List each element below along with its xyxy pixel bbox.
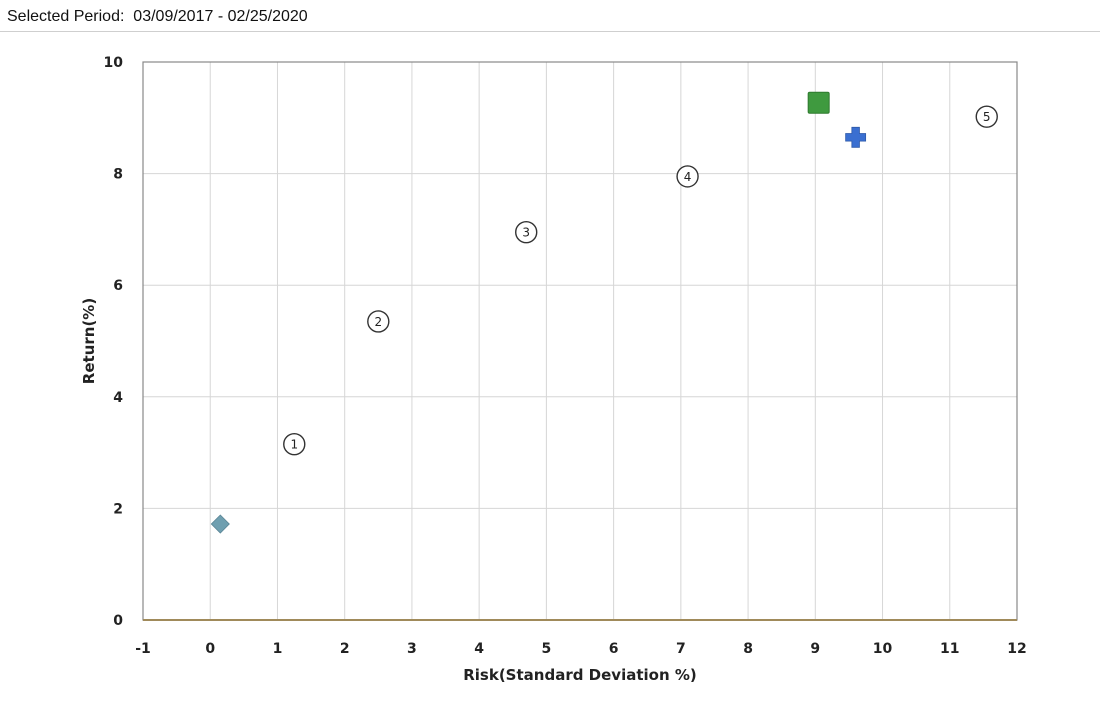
numbered-point-5: 5 [975, 105, 998, 128]
grid-layer [143, 62, 1017, 620]
point-circle [367, 310, 390, 333]
x-tick-label: 11 [940, 641, 959, 657]
selected-period-text: Selected Period: 03/09/2017 - 02/25/2020 [7, 8, 308, 26]
data-points: 1 2 3 4 5 [210, 91, 998, 534]
point-number-label: 1 [290, 438, 298, 452]
numbered-point-2: 2 [367, 310, 390, 333]
x-axis-title: Risk(Standard Deviation %) [463, 666, 697, 684]
numbered-point-1: 1 [283, 433, 306, 456]
y-tick-label: 8 [113, 167, 123, 183]
diamond-point [210, 514, 230, 534]
cross-point [845, 126, 867, 148]
numbered-point-3: 3 [515, 220, 538, 244]
x-tick-label: 4 [474, 641, 484, 657]
square-point [807, 91, 830, 114]
period-label: Selected Period: [7, 8, 125, 25]
plot-frame [142, 61, 1018, 621]
x-tick-label: -1 [135, 641, 151, 657]
point-number-label: 3 [522, 226, 530, 240]
x-tick-label: 2 [340, 641, 350, 657]
x-tick-label: 3 [407, 641, 417, 657]
x-tick-label: 9 [810, 641, 820, 657]
x-tick-label: 7 [676, 641, 686, 657]
y-tick-label: 4 [113, 390, 123, 406]
point-number-label: 2 [374, 315, 382, 329]
x-tick-label: 0 [205, 641, 215, 657]
x-tick-label: 8 [743, 641, 753, 657]
point-number-label: 5 [983, 110, 991, 124]
point-number-label: 4 [684, 170, 692, 184]
y-axis-title: Return(%) [80, 298, 98, 384]
period-range: 03/09/2017 - 02/25/2020 [133, 8, 308, 25]
y-tick-label: 2 [113, 501, 123, 517]
period-header: Selected Period: 03/09/2017 - 02/25/2020 [0, 0, 1100, 32]
y-tick-label: 10 [104, 55, 124, 71]
point-circle [515, 220, 538, 244]
x-tick-label: 1 [273, 641, 283, 657]
x-tick-label: 10 [873, 641, 893, 657]
point-circle [283, 433, 306, 456]
y-tick-label: 0 [113, 613, 123, 629]
point-circle [975, 105, 998, 128]
point-circle [676, 165, 699, 188]
x-tick-label: 12 [1007, 641, 1026, 657]
x-tick-label: 5 [542, 641, 552, 657]
y-tick-label: 6 [113, 278, 123, 294]
x-tick-label: 6 [609, 641, 619, 657]
numbered-point-4: 4 [676, 165, 699, 188]
